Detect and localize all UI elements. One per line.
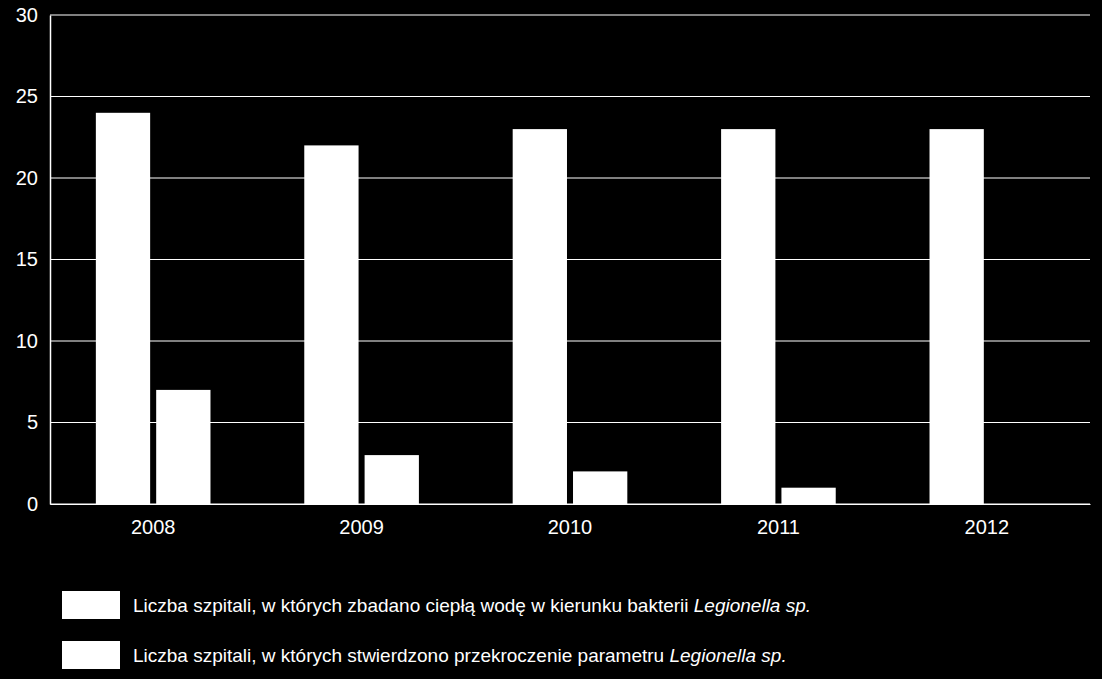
tick-label: 20 <box>16 167 38 189</box>
bar <box>990 504 1044 505</box>
bar <box>365 455 419 504</box>
tick-label: 2012 <box>965 516 1010 538</box>
grid-line <box>50 96 1090 97</box>
tick: 5 <box>27 411 50 433</box>
y-axis: 0 5 10 15 20 25 30 <box>16 4 51 515</box>
tick-label: 10 <box>16 330 38 352</box>
tick-label: 15 <box>16 248 38 270</box>
x-axis: 2008 2009 2010 2011 2012 <box>51 504 1091 538</box>
tick: 2010 <box>548 504 593 538</box>
grid <box>50 15 1090 504</box>
bar <box>96 113 150 504</box>
bar <box>930 129 984 504</box>
legend-label: Liczba szpitali, w których zbadano ciepł… <box>133 595 811 616</box>
tick: 0 <box>27 493 50 515</box>
tick: 25 <box>16 85 50 107</box>
tick-label: 2010 <box>548 516 593 538</box>
chart: 0 5 10 15 20 25 30 2008 2009 2010 2011 2012 Liczba s… <box>0 0 1102 679</box>
tick-label: 2011 <box>757 516 800 538</box>
tick: 2008 <box>131 504 176 538</box>
bars <box>96 113 984 504</box>
bar <box>513 129 567 504</box>
tick-label: 0 <box>27 493 38 515</box>
legend-swatch <box>62 641 120 669</box>
axis-line <box>50 16 52 505</box>
series <box>156 390 836 504</box>
legend: Liczba szpitali, w których zbadano ciepł… <box>62 591 811 669</box>
legend-item: Liczba szpitali, w których zbadano ciepł… <box>62 591 811 619</box>
tick-label: 2008 <box>131 516 176 538</box>
legend-swatch <box>62 591 120 619</box>
legend-item: Liczba szpitali, w których stwierdzono p… <box>62 641 787 669</box>
legend-label: Liczba szpitali, w których stwierdzono p… <box>133 645 787 666</box>
bar <box>721 129 775 504</box>
bar <box>156 390 210 504</box>
bar <box>781 488 835 504</box>
bar <box>573 471 627 504</box>
series <box>96 113 984 504</box>
axis-line <box>51 504 1091 505</box>
tick: 15 <box>16 248 50 270</box>
tick: 2011 <box>757 504 800 538</box>
tick-label: 5 <box>27 411 38 433</box>
tick-label: 30 <box>16 4 38 26</box>
tick: 10 <box>16 330 50 352</box>
tick: 20 <box>16 167 50 189</box>
tick-label: 25 <box>16 85 38 107</box>
tick-label: 2009 <box>339 516 384 538</box>
tick: 2012 <box>965 504 1010 538</box>
bar <box>304 145 358 504</box>
plot: 0 5 10 15 20 25 30 2008 2009 2010 2011 2012 <box>16 4 1091 538</box>
grid-line <box>50 15 1090 16</box>
tick: 30 <box>16 4 50 26</box>
tick: 2009 <box>339 504 384 538</box>
